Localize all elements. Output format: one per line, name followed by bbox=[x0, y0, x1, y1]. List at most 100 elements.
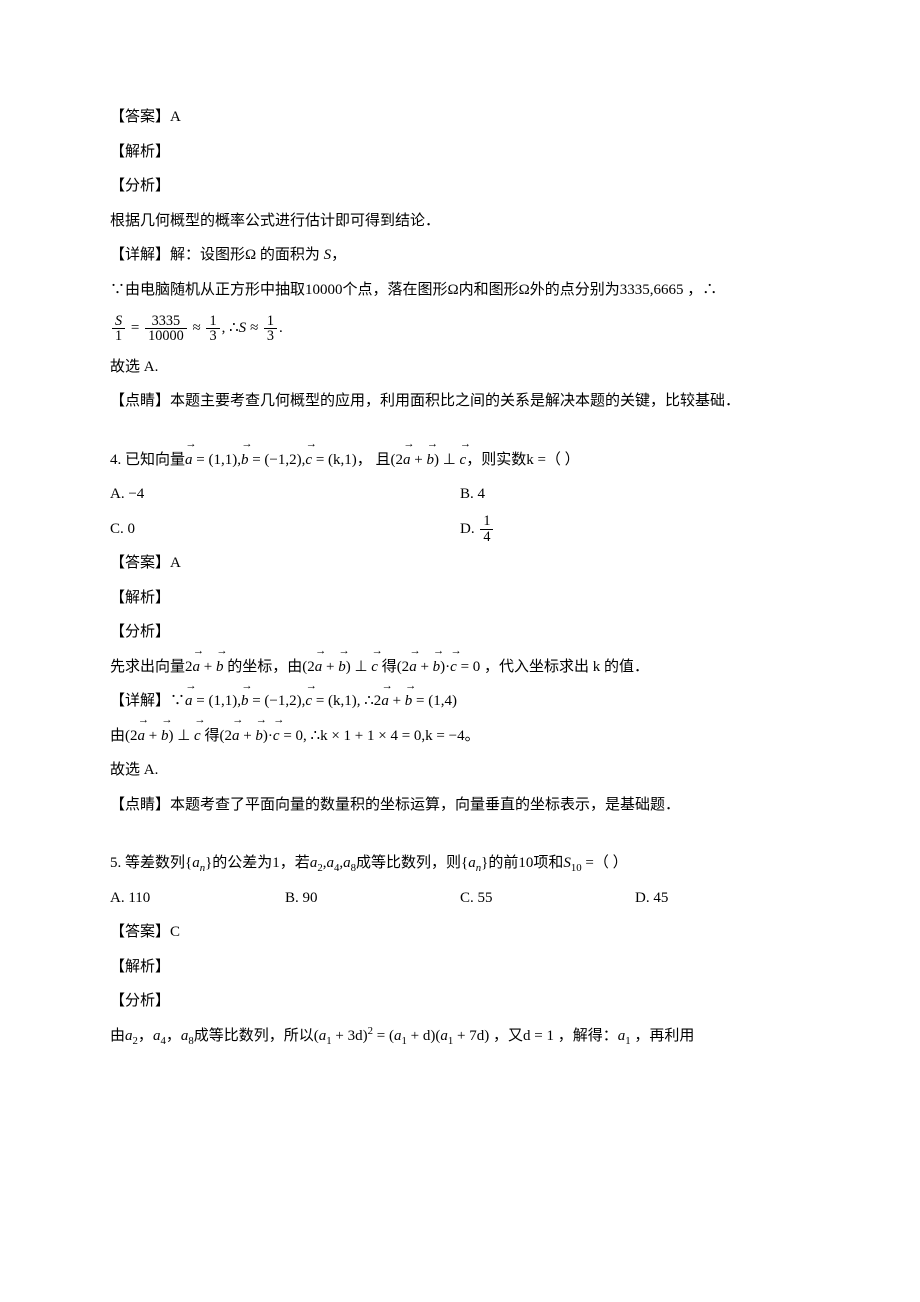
q5-options: A. 110 B. 90 C. 55 D. 45 bbox=[110, 881, 810, 916]
vector-a: a bbox=[381, 684, 389, 719]
frac-den: 10000 bbox=[145, 329, 187, 343]
sum-s-sub: 10 bbox=[571, 862, 582, 874]
option-b: B. 4 bbox=[460, 477, 810, 512]
vector-b2: b bbox=[426, 443, 434, 478]
vector-b: b bbox=[433, 650, 441, 685]
option-c: C. 0 bbox=[110, 512, 460, 547]
dianjing-text: 【点睛】本题主要考查几何概型的应用，利用面积比之间的关系是解决本题的关键，比较基… bbox=[110, 384, 810, 419]
poly-part: + 3d) bbox=[332, 1028, 368, 1044]
seq-a: a bbox=[192, 855, 200, 871]
vector-b: b bbox=[338, 650, 346, 685]
vector-c: c bbox=[450, 650, 457, 685]
answer-label: 【答案】C bbox=[110, 915, 810, 950]
det-part: = (1,1), bbox=[193, 693, 241, 709]
vector-a-val: = (1,1), bbox=[193, 452, 241, 468]
equals-sign: = bbox=[131, 320, 143, 336]
option-d: D. 45 bbox=[635, 881, 810, 916]
vector-b: b bbox=[255, 719, 263, 754]
vector-a: a bbox=[232, 719, 240, 754]
stem-part: 5. 等差数列{ bbox=[110, 855, 192, 871]
vector-b: b bbox=[161, 719, 169, 754]
fenxi-text: 根据几何概型的概率公式进行估计即可得到结论． bbox=[110, 204, 810, 239]
frac-1-3: 1 3 bbox=[206, 314, 219, 344]
q4-detail-1: 【详解】∵a = (1,1),b = (−1,2),c = (k,1), ∴2a… bbox=[110, 684, 810, 719]
frac-s-over-1: S 1 bbox=[112, 314, 125, 344]
vector-c2: c bbox=[460, 443, 467, 478]
vector-c: c bbox=[371, 650, 378, 685]
term-a8: a bbox=[343, 855, 351, 871]
stem-part: 4. 已知向量 bbox=[110, 452, 185, 468]
approx-sign: ≈ bbox=[192, 320, 204, 336]
jiexi-label: 【解析】 bbox=[110, 950, 810, 985]
vector-b: b bbox=[241, 443, 249, 478]
term-a1: a bbox=[394, 1028, 402, 1044]
vector-a2: a bbox=[403, 443, 411, 478]
det-tail: ，再利用 bbox=[631, 1028, 695, 1044]
frac-1-3b: 1 3 bbox=[264, 314, 277, 344]
frac-den: 3 bbox=[264, 329, 277, 343]
eq-end: . bbox=[279, 320, 283, 336]
fenxi-label: 【分析】 bbox=[110, 984, 810, 1019]
frac-num: 1 bbox=[264, 314, 277, 329]
vector-c: c bbox=[305, 443, 312, 478]
sum-s: S bbox=[563, 855, 571, 871]
vector-b: b bbox=[405, 684, 413, 719]
answer-label: 【答案】A bbox=[110, 100, 810, 135]
term-a2: a bbox=[125, 1028, 133, 1044]
stem-part: }的前10项和 bbox=[481, 855, 563, 871]
ana-part: 先求出向量2 bbox=[110, 659, 193, 675]
option-b: B. 90 bbox=[285, 881, 460, 916]
stem-part: 成等比数列，则{ bbox=[356, 855, 468, 871]
term-a4-sub: 4 bbox=[160, 1035, 165, 1047]
ana-part: = 0 ，代入坐标求出 k 的值． bbox=[457, 659, 649, 675]
stem-part: }的公差为1，若 bbox=[205, 855, 310, 871]
option-d-frac: 1 4 bbox=[480, 514, 493, 544]
eq-sapprox: S ≈ bbox=[239, 320, 258, 336]
answer-label: 【答案】A bbox=[110, 546, 810, 581]
det-part: = (k,1), ∴2 bbox=[312, 693, 381, 709]
vector-c: c bbox=[194, 719, 201, 754]
vector-a: a bbox=[138, 719, 146, 754]
body-line-1: ∵由电脑随机从正方形中抽取10000个点，落在图形Ω内和图形Ω外的点分别为333… bbox=[110, 273, 810, 308]
frac-num: 1 bbox=[480, 514, 493, 529]
frac-den: 1 bbox=[112, 329, 125, 343]
vector-a: a bbox=[185, 684, 193, 719]
vector-c: c bbox=[305, 684, 312, 719]
term-a4: a bbox=[326, 855, 334, 871]
stem-tail: =（ ） bbox=[582, 855, 628, 871]
therefore-line: 故选 A. bbox=[110, 753, 810, 788]
options-row-2: C. 0 D. 1 4 bbox=[110, 512, 810, 547]
frac-den: 4 bbox=[480, 530, 493, 544]
option-a: A. 110 bbox=[110, 881, 285, 916]
options-row-1: A. −4 B. 4 bbox=[110, 477, 810, 512]
det-part: = 0, ∴k × 1 + 1 × 4 = 0,k = −4。 bbox=[280, 728, 480, 744]
stem-tail: ，则实数k =（ ） bbox=[466, 452, 579, 468]
vector-a: a bbox=[185, 443, 193, 478]
poly-part: + 7d) ，又d = 1 ，解得： bbox=[453, 1028, 617, 1044]
option-c: C. 55 bbox=[460, 881, 635, 916]
therefore-line: 故选 A. bbox=[110, 350, 810, 385]
vector-b: b bbox=[216, 650, 224, 685]
det-part: = (−1,2), bbox=[248, 693, 305, 709]
term-a1: a bbox=[440, 1028, 448, 1044]
option-a: A. −4 bbox=[110, 477, 460, 512]
q5-stem: 5. 等差数列{an}的公差为1，若a2,a4,a8成等比数列，则{an}的前1… bbox=[110, 846, 810, 881]
option-d-label: D. bbox=[460, 521, 478, 537]
q5-detail: 由a2，a4，a8成等比数列，所以(a1 + 3d)2 = (a1 + d)(a… bbox=[110, 1019, 810, 1054]
seq-a: a bbox=[468, 855, 476, 871]
detail-tail: ， bbox=[331, 247, 346, 263]
dianjing-text: 【点睛】本题考查了平面向量的数量积的坐标运算，向量垂直的坐标表示，是基础题． bbox=[110, 788, 810, 823]
frac-num: 1 bbox=[206, 314, 219, 329]
eq-mid: , ∴ bbox=[222, 320, 239, 336]
frac-num: S bbox=[112, 314, 125, 329]
det-part: = (1,4) bbox=[412, 693, 457, 709]
frac-3335-10000: 3335 10000 bbox=[145, 314, 187, 344]
vector-c-val: = (k,1)， 且(2 bbox=[312, 452, 403, 468]
jiexi-label: 【解析】 bbox=[110, 135, 810, 170]
jiexi-label: 【解析】 bbox=[110, 581, 810, 616]
q4-detail-2: 由(2a + b) ⊥ c 得(2a + b)·c = 0, ∴k × 1 + … bbox=[110, 719, 810, 754]
detail-label: 【详解】解：设图形Ω 的面积为 bbox=[110, 247, 324, 263]
vector-b-val: = (−1,2), bbox=[248, 452, 305, 468]
term-a2-sub: 2 bbox=[133, 1035, 138, 1047]
frac-den: 3 bbox=[206, 329, 219, 343]
